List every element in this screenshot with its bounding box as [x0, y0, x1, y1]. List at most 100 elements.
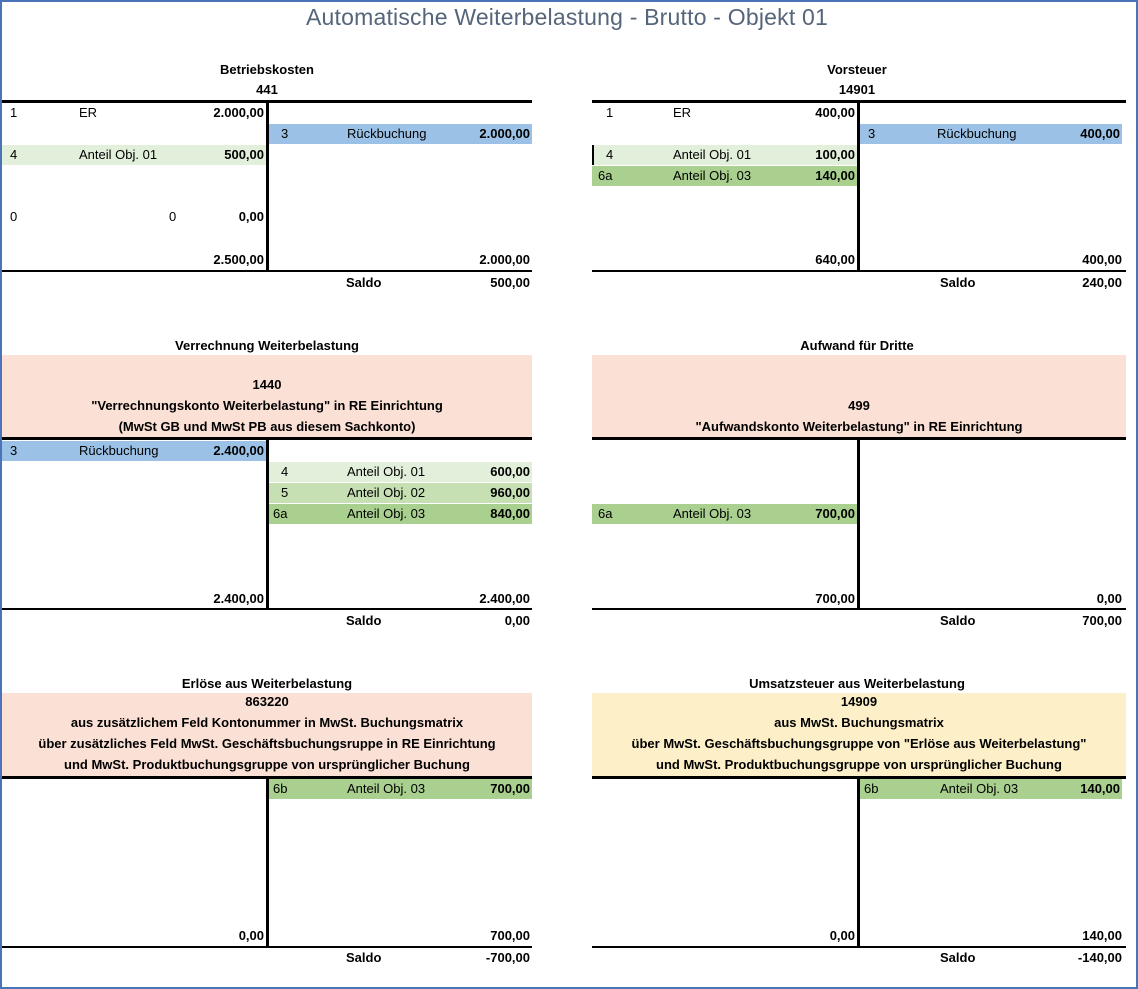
entry-amount: 0,00	[238, 209, 264, 224]
credit-row: 3 Rückbuchung 400,00	[860, 124, 1122, 144]
entry-amount: 840,00	[490, 506, 530, 521]
entry-text: Rückbuchung	[937, 126, 1017, 141]
debit-total: 0,00	[829, 928, 855, 943]
account-number: 499	[848, 398, 870, 413]
account-number: 14901	[838, 82, 876, 97]
debit-row: 3 Rückbuchung 2.400,00	[2, 441, 266, 461]
credit-row: 3 Rückbuchung 2.000,00	[269, 124, 532, 144]
entry-amount: 600,00	[490, 464, 530, 479]
saldo-value: 500,00	[490, 275, 530, 290]
debit-row: 4 Anteil Obj. 01 500,00	[2, 145, 266, 165]
saldo-label: Saldo	[940, 950, 976, 965]
entry-text: Rückbuchung	[79, 443, 159, 458]
debit-row: 6a Anteil Obj. 03 700,00	[592, 504, 857, 524]
t-account-bottom-line	[2, 946, 532, 948]
entry-text: Anteil Obj. 01	[347, 464, 426, 479]
saldo-label: Saldo	[346, 950, 382, 965]
entry-text: Anteil Obj. 03	[673, 168, 752, 183]
t-account-divider	[266, 437, 269, 608]
t-account-divider	[266, 776, 269, 946]
entry-text: Anteil Obj. 01	[673, 147, 752, 162]
credit-total: 2.000,00	[479, 252, 530, 267]
credit-total: 2.400,00	[479, 591, 530, 606]
entry-text: ER	[79, 105, 98, 120]
debit-row: 1 ER 2.000,00	[2, 103, 266, 123]
account-info-box: 499 "Aufwandskonto Weiterbelastung" in R…	[592, 355, 1126, 437]
t-account-divider	[857, 437, 860, 608]
saldo-label: Saldo	[346, 275, 382, 290]
entry-text: Anteil Obj. 03	[347, 506, 426, 521]
entry-amount: 700,00	[490, 781, 530, 796]
entry-amount: 2.000,00	[213, 105, 264, 120]
entry-number: 6b	[273, 781, 288, 796]
credit-total: 140,00	[1082, 928, 1122, 943]
debit-total: 0,00	[238, 928, 264, 943]
saldo-value: 700,00	[1082, 613, 1122, 628]
account-title: Verrechnung Weiterbelastung	[175, 338, 359, 353]
entry-amount: 400,00	[1080, 126, 1120, 141]
account-title: Vorsteuer	[827, 62, 887, 77]
credit-total: 0,00	[1096, 591, 1122, 606]
page-title: Automatische Weiterbelastung - Brutto - …	[305, 4, 828, 30]
account-note: über zusätzliches Feld MwSt. Geschäftsbu…	[38, 736, 496, 751]
entry-amount: 140,00	[815, 168, 855, 183]
entry-amount: 500,00	[224, 147, 264, 162]
entry-number: 3	[868, 126, 876, 141]
entry-number: 3	[281, 126, 289, 141]
saldo-value: 0,00	[504, 613, 530, 628]
saldo-label: Saldo	[346, 613, 382, 628]
entry-amount: 700,00	[815, 506, 855, 521]
account-info-box: 14909 aus MwSt. Buchungsmatrix über MwSt…	[592, 693, 1126, 776]
saldo-value: -140,00	[1077, 950, 1122, 965]
entry-amount: 2.400,00	[213, 443, 264, 458]
t-account-divider	[857, 776, 860, 946]
t-account-bottom-line	[2, 270, 532, 272]
account-info-box: 1440 "Verrechnungskonto Weiterbelastung"…	[2, 355, 532, 437]
t-account-divider	[266, 100, 269, 270]
credit-row: 4 Anteil Obj. 01 600,00	[269, 462, 532, 482]
entry-amount: 400,00	[815, 105, 855, 120]
saldo-value: 240,00	[1082, 275, 1122, 290]
account-number: 1440	[252, 377, 282, 392]
entry-text: Anteil Obj. 03	[673, 506, 752, 521]
entry-number: 0	[10, 209, 18, 224]
credit-total: 700,00	[490, 928, 530, 943]
t-account-bottom-line	[592, 270, 1126, 272]
account-info-box: 863220 aus zusätzlichem Feld Kontonummer…	[2, 693, 532, 776]
account-note: und MwSt. Produktbuchungsgruppe von ursp…	[656, 757, 1062, 772]
saldo-label: Saldo	[940, 275, 976, 290]
credit-row: 5 Anteil Obj. 02 960,00	[269, 483, 532, 503]
account-title: Umsatzsteuer aus Weiterbelastung	[749, 676, 965, 691]
entry-number: 6a	[598, 168, 613, 183]
account-number: 441	[256, 82, 278, 97]
account-note: aus MwSt. Buchungsmatrix	[774, 715, 944, 730]
entry-amount: 100,00	[815, 147, 855, 162]
entry-text: Rückbuchung	[347, 126, 427, 141]
credit-row: 6b Anteil Obj. 03 700,00	[269, 779, 532, 799]
t-account-divider	[857, 100, 860, 270]
debit-total: 2.400,00	[213, 591, 264, 606]
account-note: "Verrechnungskonto Weiterbelastung" in R…	[91, 398, 443, 413]
saldo-value: -700,00	[485, 950, 530, 965]
account-note: aus zusätzlichem Feld Kontonummer in MwS…	[70, 715, 464, 730]
debit-row: 0 0 0,00	[2, 207, 266, 227]
entry-text: 0	[169, 209, 177, 224]
account-title: Betriebskosten	[220, 62, 314, 77]
entry-number: 6a	[273, 506, 288, 521]
entry-text: Anteil Obj. 02	[347, 485, 426, 500]
entry-number: 6a	[598, 506, 613, 521]
saldo-label: Saldo	[940, 613, 976, 628]
entry-text: Anteil Obj. 01	[79, 147, 158, 162]
account-note: über MwSt. Geschäftsbuchungsgruppe von "…	[631, 736, 1087, 751]
account-number: 863220	[245, 694, 289, 709]
entry-number: 4	[606, 147, 614, 162]
account-note: "Aufwandskonto Weiterbelastung" in RE Ei…	[695, 419, 1023, 434]
entry-number: 1	[10, 105, 18, 120]
entry-amount: 140,00	[1080, 781, 1120, 796]
entry-amount: 2.000,00	[479, 126, 530, 141]
debit-total: 700,00	[815, 591, 855, 606]
credit-total: 400,00	[1082, 252, 1122, 267]
account-note: und MwSt. Produktbuchungsgruppe von ursp…	[64, 757, 470, 772]
debit-row: 4 Anteil Obj. 01 100,00	[592, 145, 857, 165]
entry-number: 5	[281, 485, 289, 500]
